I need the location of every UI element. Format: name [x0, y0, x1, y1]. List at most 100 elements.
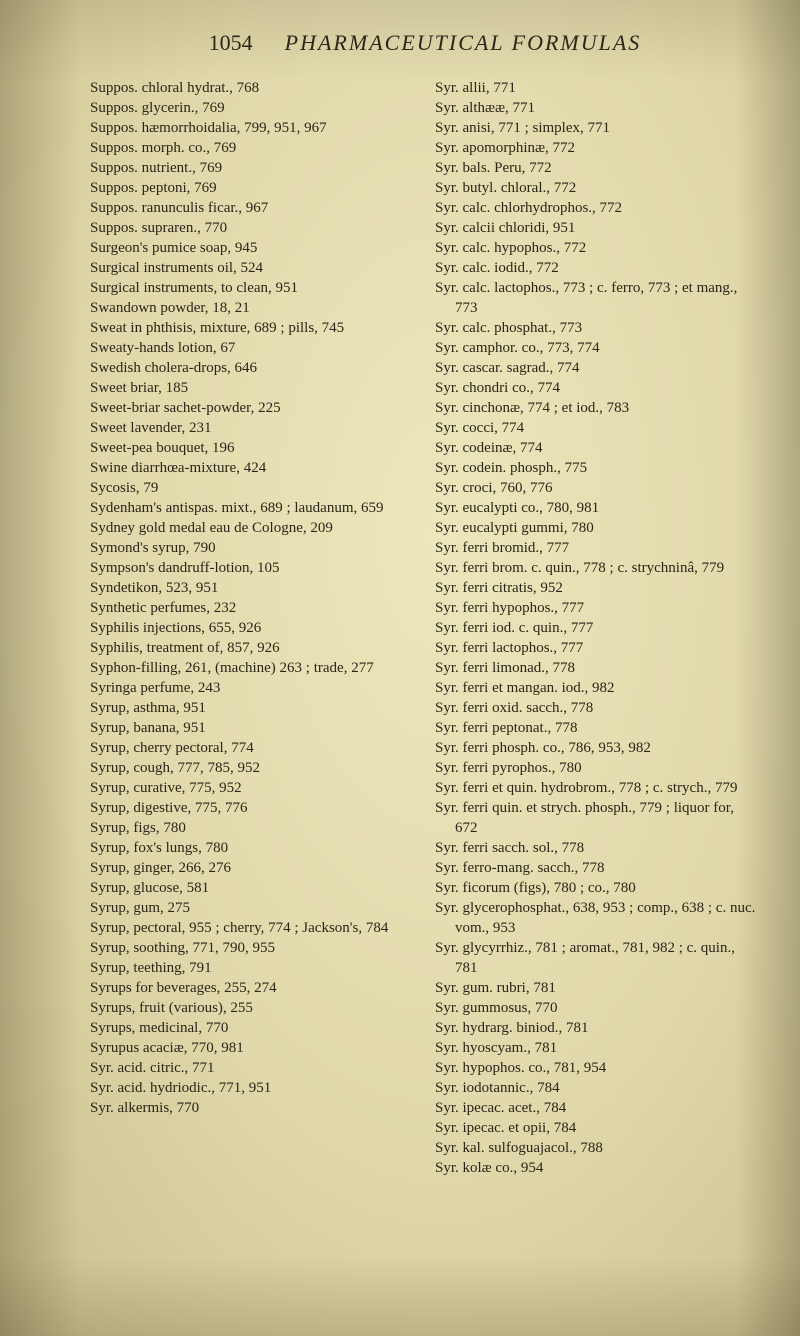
index-entry: Syr. glycyrrhiz., 781 ; aromat., 781, 98…: [435, 938, 760, 978]
index-entry: Syr. kolæ co., 954: [435, 1158, 760, 1178]
index-entry: Syrup, figs, 780: [90, 818, 415, 838]
index-entry: Sweet lavender, 231: [90, 418, 415, 438]
index-entry: Syrup, teething, 791: [90, 958, 415, 978]
page-number: 1054: [209, 30, 253, 56]
index-entry: Syr. ferri brom. c. quin., 778 ; c. stry…: [435, 558, 760, 578]
index-entry: Syphon-filling, 261, (machine) 263 ; tra…: [90, 658, 415, 678]
index-entry: Syr. gummosus, 770: [435, 998, 760, 1018]
index-entry: Syr. althææ, 771: [435, 98, 760, 118]
index-entry: Syrup, banana, 951: [90, 718, 415, 738]
index-entry: Syr. cocci, 774: [435, 418, 760, 438]
index-entry: Syr. glycerophosphat., 638, 953 ; comp.,…: [435, 898, 760, 938]
index-entry: Sydenham's antispas. mixt., 689 ; laudan…: [90, 498, 415, 518]
index-entry: Syr. iodotannic., 784: [435, 1078, 760, 1098]
index-entry: Sweet-pea bouquet, 196: [90, 438, 415, 458]
index-entry: Syr. ferri oxid. sacch., 778: [435, 698, 760, 718]
index-entry: Syr. gum. rubri, 781: [435, 978, 760, 998]
index-entry: Syr. chondri co., 774: [435, 378, 760, 398]
index-entry: Swandown powder, 18, 21: [90, 298, 415, 318]
index-entry: Suppos. glycerin., 769: [90, 98, 415, 118]
index-entry: Synthetic perfumes, 232: [90, 598, 415, 618]
index-entry: Syr. hypophos. co., 781, 954: [435, 1058, 760, 1078]
index-entry: Syr. ipecac. acet., 784: [435, 1098, 760, 1118]
index-entry: Suppos. chloral hydrat., 768: [90, 78, 415, 98]
index-entry: Syrup, curative, 775, 952: [90, 778, 415, 798]
index-entry: Suppos. supraren., 770: [90, 218, 415, 238]
index-entry: Syr. ficorum (figs), 780 ; co., 780: [435, 878, 760, 898]
index-entry: Syr. calc. chlorhydrophos., 772: [435, 198, 760, 218]
index-entry: Sydney gold medal eau de Cologne, 209: [90, 518, 415, 538]
index-entry: Suppos. hæmorrhoidalia, 799, 951, 967: [90, 118, 415, 138]
index-entry: Syr. calcii chloridi, 951: [435, 218, 760, 238]
index-entry: Syr. butyl. chloral., 772: [435, 178, 760, 198]
index-entry: Syr. kal. sulfoguajacol., 788: [435, 1138, 760, 1158]
index-entry: Syr. ferri bromid., 777: [435, 538, 760, 558]
index-entry: Syr. alkermis, 770: [90, 1098, 415, 1118]
index-entry: Sweet briar, 185: [90, 378, 415, 398]
index-entry: Sweat in phthisis, mixture, 689 ; pills,…: [90, 318, 415, 338]
index-entry: Syndetikon, 523, 951: [90, 578, 415, 598]
index-entry: Syringa perfume, 243: [90, 678, 415, 698]
index-entry: Swedish cholera-drops, 646: [90, 358, 415, 378]
index-entry: Syr. cinchonæ, 774 ; et iod., 783: [435, 398, 760, 418]
page-header: 1054 PHARMACEUTICAL FORMULAS: [90, 30, 760, 56]
index-entry: Syr. ipecac. et opii, 784: [435, 1118, 760, 1138]
index-entry: Syr. ferri et mangan. iod., 982: [435, 678, 760, 698]
index-entry: Suppos. morph. co., 769: [90, 138, 415, 158]
index-entry: Syrup, asthma, 951: [90, 698, 415, 718]
index-entry: Syrups, medicinal, 770: [90, 1018, 415, 1038]
index-entry: Syrupus acaciæ, 770, 981: [90, 1038, 415, 1058]
right-column: Syr. allii, 771Syr. althææ, 771Syr. anis…: [425, 78, 760, 1178]
index-entry: Syr. ferri pyrophos., 780: [435, 758, 760, 778]
page-title: PHARMACEUTICAL FORMULAS: [285, 30, 642, 56]
index-entry: Syr. ferri hypophos., 777: [435, 598, 760, 618]
index-entry: Syr. ferri iod. c. quin., 777: [435, 618, 760, 638]
index-entry: Syr. ferri quin. et strych. phosph., 779…: [435, 798, 760, 838]
index-entry: Sycosis, 79: [90, 478, 415, 498]
index-entry: Syr. eucalypti gummi, 780: [435, 518, 760, 538]
index-entry: Syphilis, treatment of, 857, 926: [90, 638, 415, 658]
index-entry: Syrups for beverages, 255, 274: [90, 978, 415, 998]
index-entry: Syrup, ginger, 266, 276: [90, 858, 415, 878]
index-entry: Surgical instruments oil, 524: [90, 258, 415, 278]
index-entry: Syr. allii, 771: [435, 78, 760, 98]
index-entry: Syrup, fox's lungs, 780: [90, 838, 415, 858]
index-entry: Syr. codeinæ, 774: [435, 438, 760, 458]
index-entry: Sympson's dandruff-lotion, 105: [90, 558, 415, 578]
index-entry: Syr. eucalypti co., 780, 981: [435, 498, 760, 518]
index-entry: Surgical instruments, to clean, 951: [90, 278, 415, 298]
index-entry: Syr. croci, 760, 776: [435, 478, 760, 498]
index-entry: Suppos. peptoni, 769: [90, 178, 415, 198]
index-entry: Syr. calc. lactophos., 773 ; c. ferro, 7…: [435, 278, 760, 318]
index-entry: Syrup, soothing, 771, 790, 955: [90, 938, 415, 958]
index-columns: Suppos. chloral hydrat., 768Suppos. glyc…: [90, 78, 760, 1178]
index-entry: Syr. anisi, 771 ; simplex, 771: [435, 118, 760, 138]
index-entry: Syr. bals. Peru, 772: [435, 158, 760, 178]
index-entry: Syr. acid. citric., 771: [90, 1058, 415, 1078]
index-entry: Syr. hydrarg. biniod., 781: [435, 1018, 760, 1038]
index-entry: Syr. ferro-mang. sacch., 778: [435, 858, 760, 878]
index-entry: Syphilis injections, 655, 926: [90, 618, 415, 638]
index-entry: Syr. ferri limonad., 778: [435, 658, 760, 678]
index-entry: Surgeon's pumice soap, 945: [90, 238, 415, 258]
index-entry: Swine diarrhœa-mixture, 424: [90, 458, 415, 478]
index-entry: Syr. ferri citratis, 952: [435, 578, 760, 598]
index-entry: Syr. cascar. sagrad., 774: [435, 358, 760, 378]
index-entry: Syr. ferri lactophos., 777: [435, 638, 760, 658]
index-entry: Syrup, digestive, 775, 776: [90, 798, 415, 818]
index-entry: Syr. ferri sacch. sol., 778: [435, 838, 760, 858]
index-entry: Syr. hyoscyam., 781: [435, 1038, 760, 1058]
index-entry: Syrup, gum, 275: [90, 898, 415, 918]
index-entry: Syr. codein. phosph., 775: [435, 458, 760, 478]
index-entry: Syrup, pectoral, 955 ; cherry, 774 ; Jac…: [90, 918, 415, 938]
index-entry: Syr. camphor. co., 773, 774: [435, 338, 760, 358]
index-entry: Syr. ferri et quin. hydrobrom., 778 ; c.…: [435, 778, 760, 798]
index-entry: Suppos. ranunculis ficar., 967: [90, 198, 415, 218]
index-entry: Suppos. nutrient., 769: [90, 158, 415, 178]
left-column: Suppos. chloral hydrat., 768Suppos. glyc…: [90, 78, 425, 1178]
index-entry: Syrup, cough, 777, 785, 952: [90, 758, 415, 778]
page-scan: 1054 PHARMACEUTICAL FORMULAS Suppos. chl…: [0, 0, 800, 1336]
index-entry: Sweaty-hands lotion, 67: [90, 338, 415, 358]
index-entry: Syr. calc. phosphat., 773: [435, 318, 760, 338]
index-entry: Syr. ferri peptonat., 778: [435, 718, 760, 738]
